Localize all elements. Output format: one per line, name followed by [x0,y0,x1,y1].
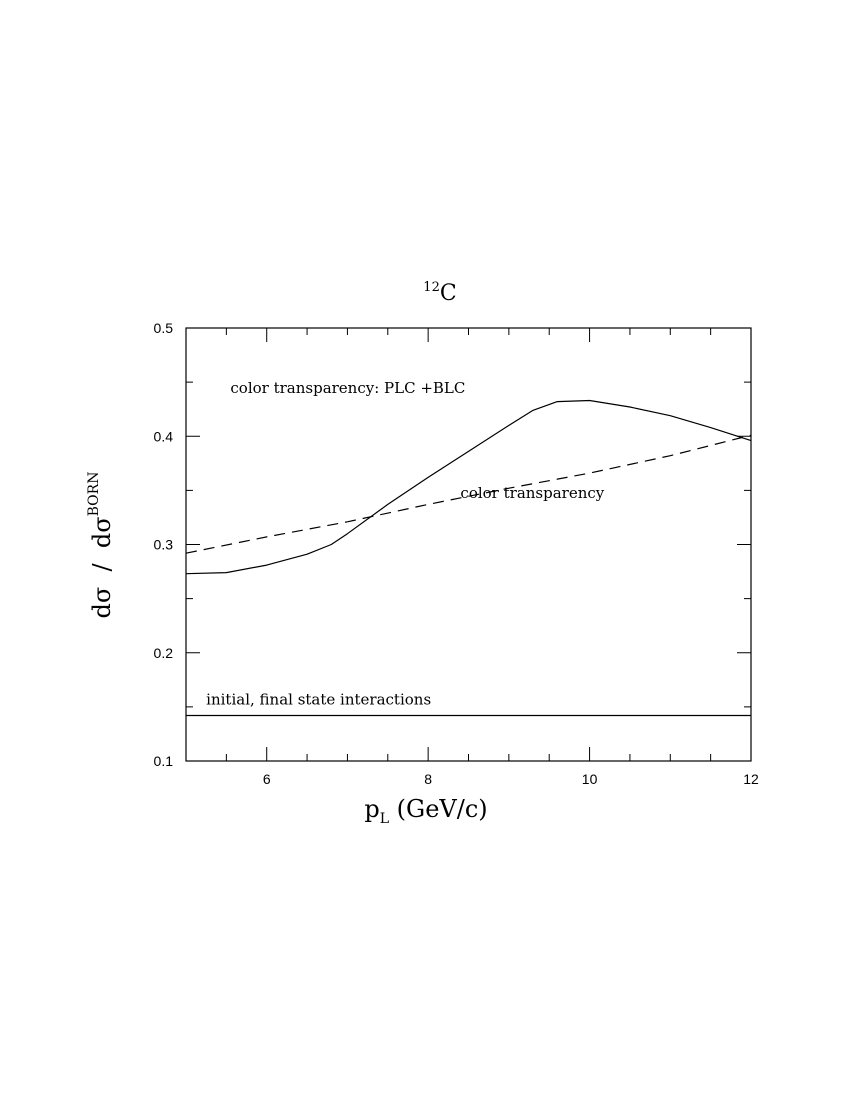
series-annotation-label: color transparency [460,484,604,502]
axis-ticks [185,327,752,762]
chart-title-main: C [440,281,457,306]
y-tick-label: 0.1 [154,753,174,769]
series-layer [185,399,752,717]
series-plc-blc-line [185,399,752,575]
x-tick-label: 6 [263,771,271,787]
series-color-transparency-line [185,434,752,554]
x-axis-label-main: p [364,795,379,823]
x-axis-label-rest: (GeV/c) [389,795,488,823]
x-axis-label-subscript: L [380,811,389,827]
series-annotation-label: initial, final state interactions [206,691,431,709]
axis-tick-labels: 6 8 10 12 0.1 0.2 0.3 0.4 0.5 [154,320,759,787]
y-tick-label: 0.5 [154,320,174,336]
y-tick-label: 0.4 [154,428,174,444]
y-axis-label-superscript: BORN [86,472,102,517]
annotation-layer: color transparency: PLC +BLC color transp… [206,379,605,709]
chart-title: 12C [423,280,456,306]
x-axis-label: pL (GeV/c) [364,795,487,827]
series-annotation-label: color transparency: PLC +BLC [230,379,465,397]
y-axis-label-main: dσ / dσ [88,516,116,618]
x-tick-label: 8 [424,771,432,787]
y-tick-label: 0.2 [154,645,174,661]
x-tick-label: 10 [582,771,598,787]
y-axis-label: dσ / dσBORN [86,472,116,619]
y-tick-label: 0.3 [154,537,174,553]
x-tick-label: 12 [743,771,759,787]
chart-title-superscript: 12 [423,280,440,295]
